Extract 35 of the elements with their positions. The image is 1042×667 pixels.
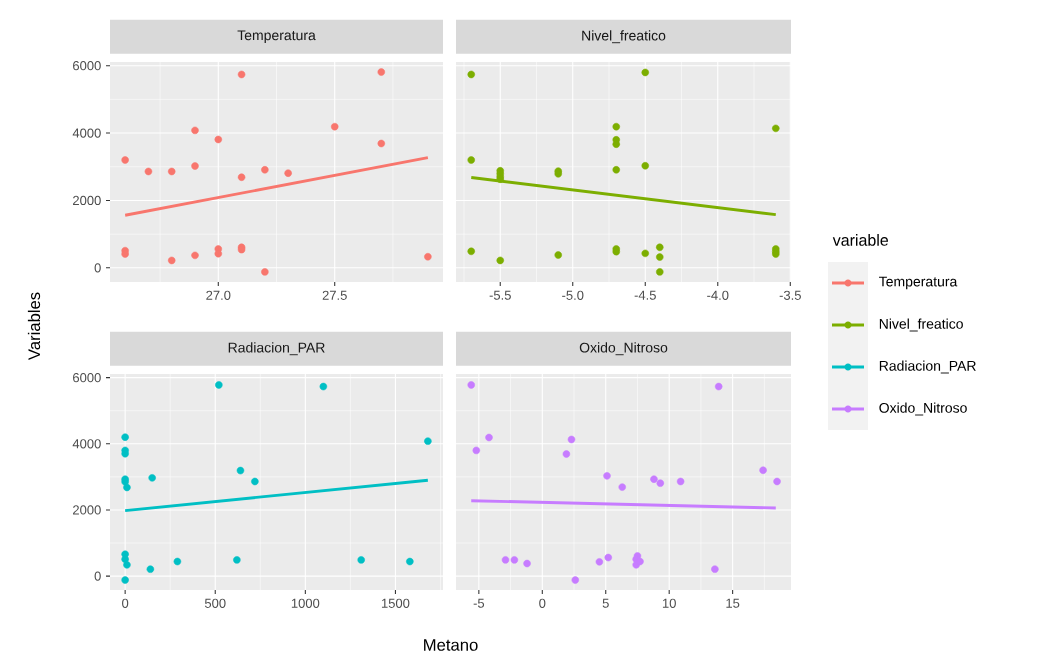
legend-label: Oxido_Nitroso xyxy=(879,402,967,416)
chart-title: Nivel_freatico xyxy=(582,30,666,44)
legend-title: variable xyxy=(832,234,889,246)
chart-title: Temperatura xyxy=(237,30,316,43)
x-tick-label: 1000 xyxy=(291,598,320,608)
x-tick-label: -4.0 xyxy=(707,290,729,300)
y-tick-label: 0 xyxy=(94,263,101,273)
chart-title: Oxido_Nitroso xyxy=(579,342,668,356)
x-tick-label: 5 xyxy=(602,598,609,608)
y-tick-label: 0 xyxy=(94,571,101,581)
x-tick-label: -5 xyxy=(473,598,485,608)
y-tick-label: 4000 xyxy=(72,128,101,138)
legend-label: Temperatura xyxy=(879,276,958,290)
y-tick-label: 6000 xyxy=(73,373,101,383)
x-tick-label: -4.5 xyxy=(634,290,656,300)
legend-label: Radiacion_PAR xyxy=(879,360,976,374)
x-tick-label: -5.0 xyxy=(562,290,584,300)
x-tick-label: 0 xyxy=(539,598,546,608)
y-tick-label: 4000 xyxy=(72,439,101,449)
x-tick-label: 10 xyxy=(662,598,676,608)
y-axis-title: Variables xyxy=(27,292,41,361)
x-tick-label: 1500 xyxy=(381,598,410,608)
chart-title: Radiacion_PAR xyxy=(228,342,325,356)
x-tick-label: 500 xyxy=(204,598,226,608)
x-tick-label: 27.5 xyxy=(322,290,347,300)
x-tick-label: 0 xyxy=(122,598,129,608)
x-tick-label: 15 xyxy=(726,598,740,608)
y-tick-label: 2000 xyxy=(73,505,101,515)
x-tick-label: -3.5 xyxy=(779,290,801,300)
y-tick-label: 2000 xyxy=(73,195,101,206)
x-axis-title: Metano xyxy=(424,639,478,651)
legend-label: Nivel_freatico xyxy=(879,318,963,332)
y-tick-label: 6000 xyxy=(73,61,101,71)
x-tick-label: -5.5 xyxy=(489,290,511,300)
x-tick-label: 27.0 xyxy=(206,290,231,300)
